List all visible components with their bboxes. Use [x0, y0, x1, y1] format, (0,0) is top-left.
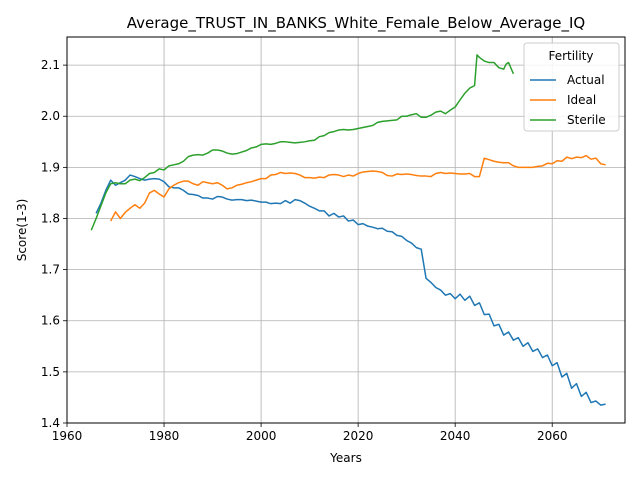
legend-title: Fertility: [548, 49, 593, 63]
series-line-actual: [95, 174, 606, 406]
series-lines: [90, 54, 606, 406]
legend-items: Actual Ideal Sterile: [530, 73, 606, 127]
legend-label-actual: Actual: [567, 73, 605, 87]
legend-box: [523, 42, 620, 132]
x-tick-label: 2060: [537, 429, 568, 443]
legend-label-ideal: Ideal: [567, 93, 596, 107]
x-tick-label: 1980: [149, 429, 180, 443]
plot-frame: [66, 36, 626, 424]
y-axis-ticks: 1.4 1.5 1.6 1.7 1.8 1.9 2.0 2.1: [41, 58, 67, 430]
y-tick-label: 1.7: [41, 263, 60, 277]
x-tick-label: 2040: [440, 429, 471, 443]
series-line-sterile: [90, 54, 515, 231]
series-line-ideal: [110, 154, 606, 222]
y-tick-label: 1.9: [41, 160, 60, 174]
y-tick-label: 1.6: [41, 314, 60, 328]
y-tick-label: 2.0: [41, 109, 60, 123]
y-tick-label: 1.8: [41, 211, 60, 225]
y-tick-label: 2.1: [41, 58, 60, 72]
x-axis-label: Years: [329, 451, 362, 465]
y-axis-label: Score(1-3): [15, 199, 29, 262]
x-tick-label: 2020: [343, 429, 374, 443]
x-tick-label: 1960: [52, 429, 83, 443]
legend: Fertility Actual Ideal Sterile: [523, 42, 620, 132]
x-tick-label: 2000: [246, 429, 277, 443]
chart-title: Average_TRUST_IN_BANKS_White_Female_Belo…: [127, 14, 585, 33]
y-tick-label: 1.5: [41, 365, 60, 379]
legend-label-sterile: Sterile: [567, 113, 606, 127]
x-axis-ticks: 1960 1980 2000 2020 2040 2060: [52, 423, 568, 443]
y-tick-label: 1.4: [41, 416, 60, 430]
